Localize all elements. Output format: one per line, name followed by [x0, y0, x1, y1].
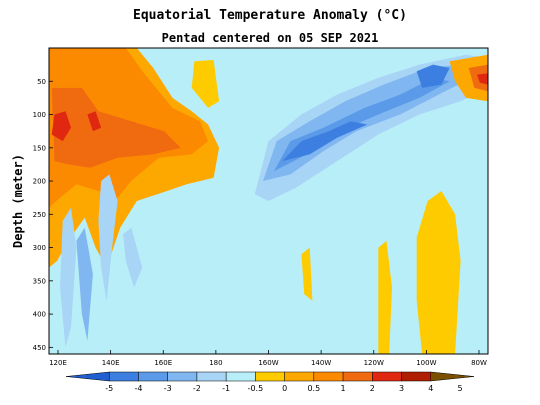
y-tick-label: 250: [33, 211, 46, 219]
colorbar-swatch: [372, 371, 402, 382]
warm-anomaly-region: [191, 60, 220, 108]
cold-tongue-core: [416, 64, 450, 88]
warm-anomaly-region: [416, 191, 461, 354]
colorbar-swatch: [225, 371, 256, 382]
colorbar-swatch: [342, 371, 373, 382]
warm-anomaly-peak: [87, 111, 102, 132]
x-tick-label: 80W: [471, 359, 487, 367]
colorbar-swatch: [108, 371, 139, 382]
y-tick-label: 150: [33, 144, 46, 152]
x-tick-label: 140E: [102, 359, 120, 367]
colorbar-label: -3: [164, 384, 172, 393]
cold-anomaly-region: [60, 207, 77, 348]
chart-title: Equatorial Temperature Anomaly (°C): [133, 8, 407, 23]
colorbar-label: -1: [222, 384, 230, 393]
warm-anomaly-core: [51, 87, 181, 168]
y-tick-label: 200: [33, 178, 46, 186]
colorbar-label: -0.5: [248, 384, 264, 393]
x-tick-label: 120W: [364, 359, 384, 367]
y-tick-label: 450: [33, 344, 46, 352]
colorbar-label: 5: [457, 384, 462, 393]
x-tick-label: 160W: [258, 359, 278, 367]
warm-anomaly-peak: [477, 73, 488, 85]
colorbar-label: 2: [370, 384, 375, 393]
warm-anomaly-region: [301, 247, 313, 301]
colorbar-swatch: [401, 371, 432, 382]
y-tick-label: 400: [33, 311, 46, 319]
y-tick-label: 100: [33, 111, 46, 119]
colorbar-swatch: [167, 371, 198, 382]
colorbar-label: 1: [341, 384, 346, 393]
warm-anomaly-region: [378, 240, 392, 354]
colorbar-label: 4: [428, 384, 433, 393]
colorbar-label: 0: [282, 384, 287, 393]
cold-anomaly-region: [123, 227, 143, 288]
colorbar-swatch: [255, 371, 285, 382]
colorbar-swatch: [196, 371, 227, 382]
colorbar-label: 3: [399, 384, 404, 393]
colorbar-label: 0.5: [307, 384, 320, 393]
x-tick-label: 160E: [154, 359, 172, 367]
colorbar-label: -5: [105, 384, 113, 393]
colorbar-swatch: [65, 371, 110, 382]
cold-anomaly-region: [76, 227, 93, 341]
y-axis-label: Depth (meter): [11, 154, 25, 248]
colorbar-label: -4: [134, 384, 142, 393]
y-tick-label: 300: [33, 244, 46, 252]
colorbar-swatch: [138, 371, 168, 382]
chart-subtitle: Pentad centered on 05 SEP 2021: [161, 31, 379, 45]
colorbar-swatch: [430, 371, 475, 382]
warm-anomaly-peak: [51, 111, 71, 142]
x-tick-label: 120E: [49, 359, 67, 367]
x-tick-label: 100W: [416, 359, 436, 367]
y-tick-label: 50: [37, 78, 46, 86]
x-tick-label: 180: [209, 359, 222, 367]
x-tick-label: 140W: [311, 359, 331, 367]
cold-tongue: [274, 77, 450, 172]
cold-tongue-core: [282, 121, 368, 162]
y-tick-label: 350: [33, 277, 46, 285]
colorbar-swatch: [313, 371, 344, 382]
cold-anomaly-region: [98, 174, 118, 301]
colorbar-label: -2: [193, 384, 201, 393]
colorbar-swatch: [284, 371, 315, 382]
